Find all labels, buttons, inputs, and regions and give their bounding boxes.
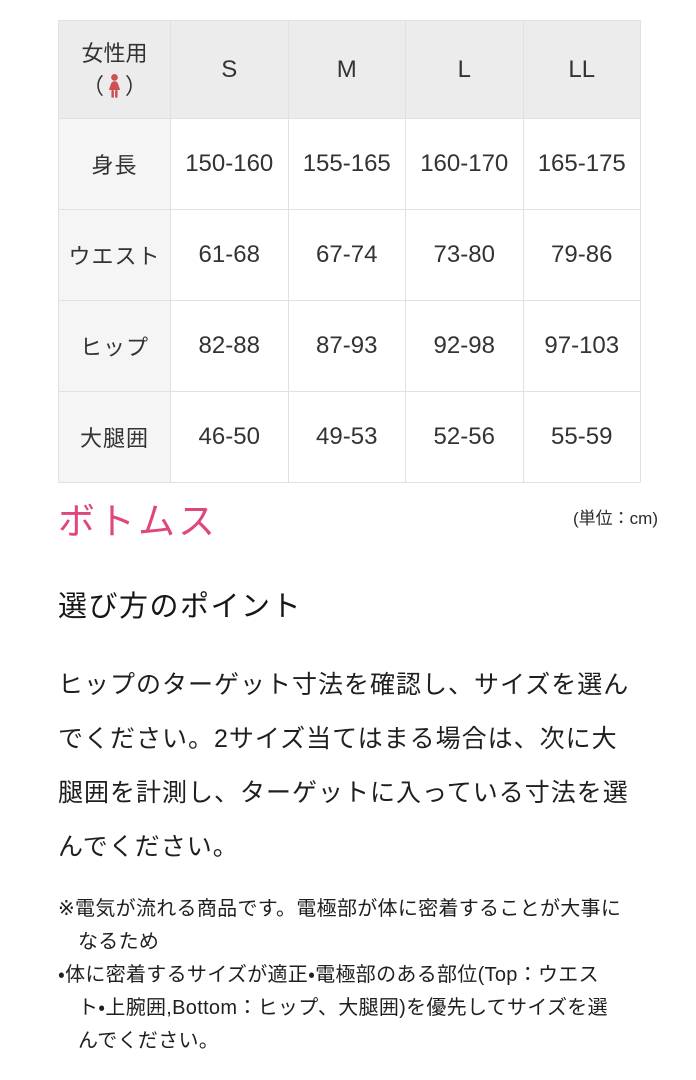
paragraph-line: んでください。 bbox=[58, 832, 239, 861]
table-corner-cell: 女性用 （ ） bbox=[58, 20, 171, 119]
corner-paren-open: （ bbox=[81, 73, 104, 99]
footnotes: ※電気が流れる商品です。電極部が体に密着することが大事に なるため ・体に密着す… bbox=[58, 893, 648, 1058]
measurement-label-waist: ウエスト bbox=[58, 209, 171, 301]
note-line: ・体に密着するサイズが適正・電極部のある部位(Top：ウエス bbox=[58, 963, 599, 986]
paragraph-line: 腿囲を計測し、ターゲットに入っている寸法を選 bbox=[58, 778, 629, 807]
paragraph-line: でください。2サイズ当てはまる場合は、次に大 bbox=[58, 724, 618, 753]
table-header-row: 女性用 （ ） S bbox=[58, 20, 641, 119]
measurement-label-thigh: 大腿囲 bbox=[58, 391, 171, 483]
note-line: ト・上腕囲,Bottom：ヒップ、大腿囲)を優先してサイズを選 bbox=[78, 996, 608, 1019]
title-row: ボトムス (単位：cm) bbox=[58, 497, 658, 547]
size-value-cell: 155-165 bbox=[287, 118, 406, 210]
table-row-waist: ウエスト 61-68 67-74 73-80 79-86 bbox=[58, 209, 641, 301]
size-value-cell: 73-80 bbox=[405, 209, 524, 301]
womens-size-table: 女性用 （ ） S bbox=[58, 20, 641, 483]
size-value-cell: 82-88 bbox=[170, 300, 289, 392]
size-value-cell: 79-86 bbox=[522, 209, 641, 301]
size-value-cell: 87-93 bbox=[287, 300, 406, 392]
note-fit-priority: ・体に密着するサイズが適正・電極部のある部位(Top：ウエス ト・上腕囲,Bot… bbox=[58, 959, 648, 1058]
unit-note: (単位：cm) bbox=[573, 509, 658, 528]
size-value-cell: 67-74 bbox=[287, 209, 406, 301]
size-value-cell: 55-59 bbox=[522, 391, 641, 483]
size-value-cell: 92-98 bbox=[405, 300, 524, 392]
size-column-header-ll: LL bbox=[522, 20, 641, 119]
size-chart-page: 女性用 （ ） S bbox=[58, 20, 658, 1058]
corner-title: 女性用 bbox=[81, 40, 148, 66]
note-line: なるため bbox=[78, 930, 160, 953]
corner-paren-close: ） bbox=[125, 73, 148, 99]
table-row-hip: ヒップ 82-88 87-93 92-98 97-103 bbox=[58, 300, 641, 392]
table-row-height: 身長 150-160 155-165 160-170 165-175 bbox=[58, 118, 641, 210]
measurement-label-hip: ヒップ bbox=[58, 300, 171, 392]
size-value-cell: 150-160 bbox=[170, 118, 289, 210]
size-column-header-m: M bbox=[287, 20, 406, 119]
corner-icon-row: （ ） bbox=[59, 70, 170, 103]
table-row-thigh: 大腿囲 46-50 49-53 52-56 55-59 bbox=[58, 391, 641, 483]
paragraph-line: ヒップのターゲット寸法を確認し、サイズを選ん bbox=[58, 670, 630, 699]
size-value-cell: 165-175 bbox=[522, 118, 641, 210]
measurement-label-height: 身長 bbox=[58, 118, 171, 210]
size-value-cell: 160-170 bbox=[405, 118, 524, 210]
note-line: んでください。 bbox=[78, 1029, 220, 1052]
size-value-cell: 49-53 bbox=[287, 391, 406, 483]
note-line: ※電気が流れる商品です。電極部が体に密着することが大事に bbox=[58, 897, 622, 920]
female-icon bbox=[106, 74, 123, 98]
size-selection-description: ヒップのターゲット寸法を確認し、サイズを選ん でください。2サイズ当てはまる場合… bbox=[58, 658, 643, 874]
size-value-cell: 46-50 bbox=[170, 391, 289, 483]
note-electric-product: ※電気が流れる商品です。電極部が体に密着することが大事に なるため bbox=[58, 893, 648, 959]
size-value-cell: 52-56 bbox=[405, 391, 524, 483]
size-column-header-s: S bbox=[170, 20, 289, 119]
section-heading: 選び方のポイント bbox=[58, 590, 303, 623]
category-title-bottoms: ボトムス bbox=[58, 501, 218, 542]
size-column-header-l: L bbox=[405, 20, 524, 119]
size-value-cell: 61-68 bbox=[170, 209, 289, 301]
size-value-cell: 97-103 bbox=[522, 300, 641, 392]
